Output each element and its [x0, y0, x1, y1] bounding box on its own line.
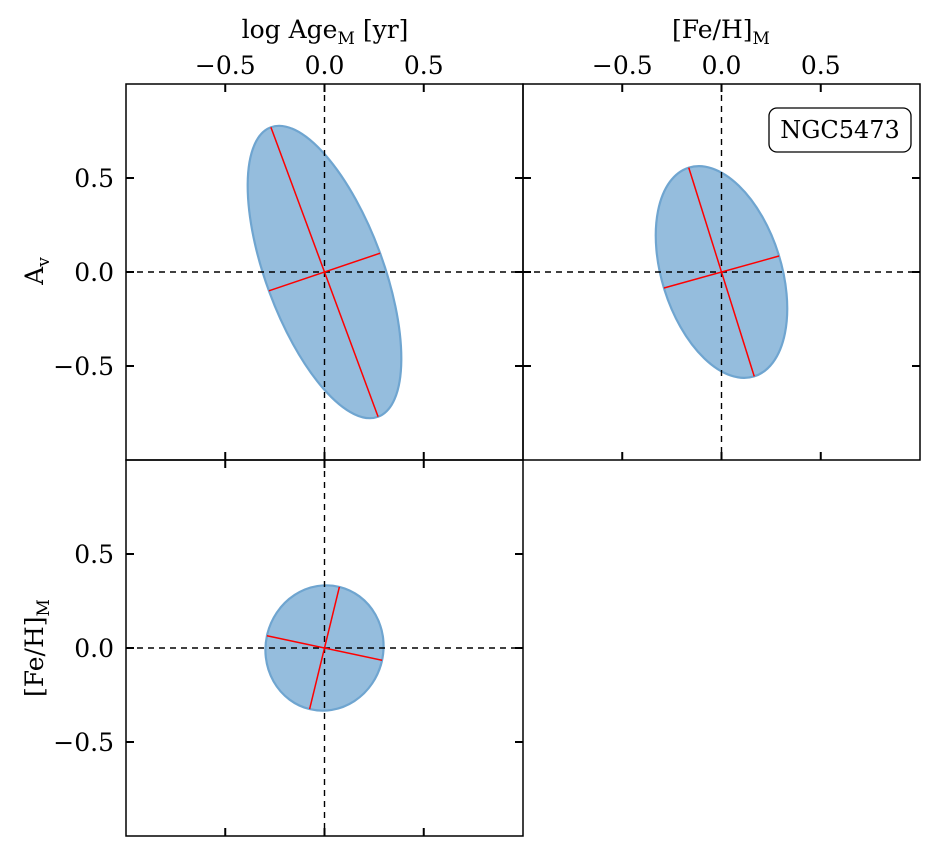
object-badge-box [768, 107, 912, 153]
row1-ylabel: Av [20, 257, 54, 286]
panel-age-vs-feh: −0.5 0.0 0.5 [53, 459, 524, 837]
x-tick-label: −0.5 [195, 51, 256, 80]
panel-age-vs-av: −0.5 0.0 0.5 −0.5 0.0 0.5 [53, 51, 524, 461]
x-tick-label: 0.0 [702, 51, 742, 80]
y-tick-label: 0.0 [74, 634, 114, 663]
x-tick-label: 0.5 [404, 51, 444, 80]
panel-feh-vs-av: −0.5 0.0 0.5 [522, 51, 921, 461]
x-tick-label: 0.5 [801, 51, 841, 80]
minor-axis-line [266, 635, 383, 661]
top-right-xlabel: [Fe/H]M [672, 15, 770, 49]
object-badge-label: NGC5473 [780, 116, 900, 144]
y-tick-label: −0.5 [53, 352, 114, 381]
top-left-xlabel: log AgeM [yr] [242, 15, 409, 49]
y-tick-label: −0.5 [53, 728, 114, 757]
y-tick-label: 0.5 [74, 540, 114, 569]
y-tick-label: 0.0 [74, 258, 114, 287]
x-tick-label: −0.5 [592, 51, 653, 80]
object-badge: NGC5473 [768, 107, 912, 153]
y-tick-label: 0.5 [74, 164, 114, 193]
x-tick-label: 0.0 [305, 51, 345, 80]
minor-axis-line [268, 252, 381, 292]
minor-axis-line [663, 255, 780, 289]
row2-ylabel: [Fe/H]M [20, 599, 54, 697]
